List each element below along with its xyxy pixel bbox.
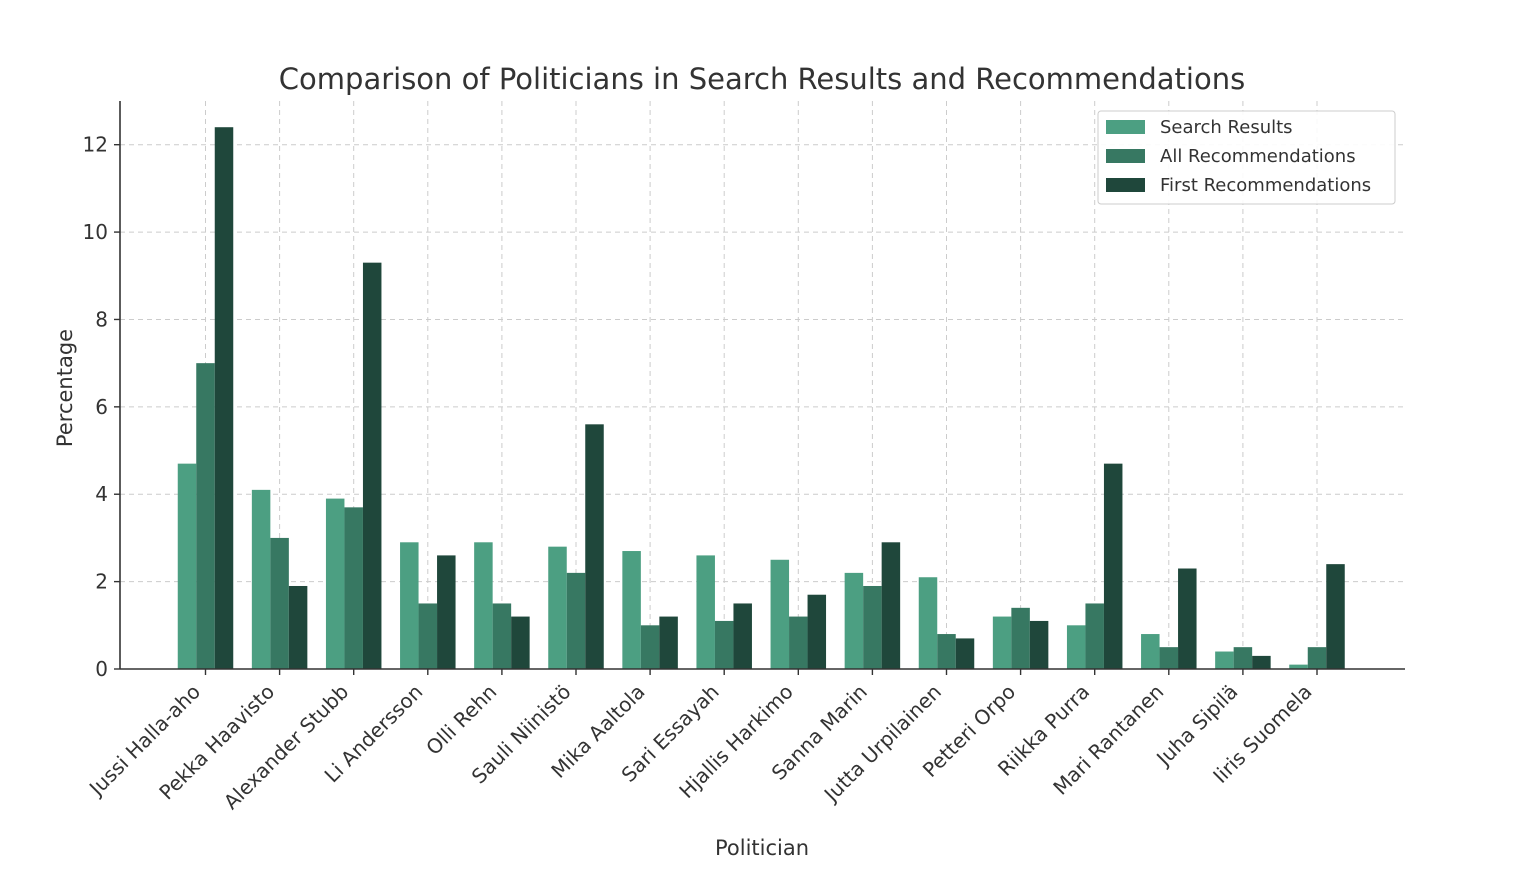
y-tick-label: 8 <box>95 307 108 331</box>
y-tick-labels: 0 2 4 6 8 10 12 <box>83 133 108 681</box>
bar-search-results <box>696 555 715 669</box>
bar-first-recommendations <box>288 585 308 669</box>
bar-search-results <box>400 542 419 669</box>
bar-first-recommendations <box>1326 564 1345 669</box>
bar-search-results <box>1215 651 1234 669</box>
bar-all-recommendations <box>863 585 882 669</box>
axes <box>114 101 1405 675</box>
bar-search-results <box>918 577 938 669</box>
bar-first-recommendations <box>1252 655 1271 669</box>
bar-first-recommendations <box>1103 463 1123 669</box>
bar-first-recommendations <box>511 616 530 669</box>
legend-label: First Recommendations <box>1160 175 1371 196</box>
bar-first-recommendations <box>585 424 604 669</box>
y-tick-label: 6 <box>95 395 108 419</box>
y-tick-label: 12 <box>83 133 108 157</box>
bar-first-recommendations <box>214 127 234 669</box>
bar-all-recommendations <box>1159 647 1179 669</box>
bar-first-recommendations <box>1029 620 1049 669</box>
bar-all-recommendations <box>418 603 438 669</box>
x-axis-label: Politician <box>715 836 809 860</box>
bar-search-results <box>992 616 1012 669</box>
bar-all-recommendations <box>1011 607 1030 669</box>
y-axis-label: Percentage <box>53 329 77 447</box>
chart-title: Comparison of Politicians in Search Resu… <box>279 62 1245 96</box>
bar-all-recommendations <box>566 572 586 669</box>
legend: Search Results All Recommendations First R… <box>1097 110 1396 205</box>
legend-box <box>1097 110 1396 205</box>
bar-search-results <box>1289 664 1308 669</box>
y-tick-label: 10 <box>83 220 108 244</box>
y-tick-label: 4 <box>95 482 108 506</box>
y-tick-label: 0 <box>95 657 108 681</box>
bar-first-recommendations <box>881 542 901 669</box>
bar-first-recommendations <box>733 603 752 669</box>
grid-lines <box>120 101 1405 669</box>
bar-search-results <box>325 498 345 669</box>
bar-all-recommendations <box>714 620 734 669</box>
bar-search-results <box>1066 625 1086 669</box>
bar-first-recommendations <box>437 555 456 669</box>
x-tick-label: Alexander Stubb <box>219 680 353 814</box>
bar-search-results <box>844 572 864 669</box>
legend-label: Search Results <box>1160 117 1293 138</box>
bar-first-recommendations <box>807 594 827 669</box>
bar-search-results <box>622 551 641 669</box>
y-tick-label: 2 <box>95 570 108 594</box>
bar-all-recommendations <box>196 363 215 669</box>
bars <box>177 127 1345 669</box>
legend-swatch <box>1106 120 1145 134</box>
legend-swatch <box>1106 178 1145 192</box>
bar-all-recommendations <box>492 603 512 669</box>
bar-all-recommendations <box>937 634 956 669</box>
bar-all-recommendations <box>640 625 660 669</box>
bar-first-recommendations <box>659 616 678 669</box>
bar-all-recommendations <box>1085 603 1104 669</box>
bar-all-recommendations <box>789 616 808 669</box>
bar-search-results <box>1141 634 1160 669</box>
bar-search-results <box>177 463 197 669</box>
bar-first-recommendations <box>1178 568 1197 669</box>
bar-all-recommendations <box>1233 647 1253 669</box>
bar-all-recommendations <box>270 537 289 669</box>
bar-search-results <box>548 546 567 669</box>
bar-search-results <box>474 542 493 669</box>
bar-first-recommendations <box>362 262 382 669</box>
bar-search-results <box>251 489 271 669</box>
legend-label: All Recommendations <box>1160 146 1356 167</box>
bar-search-results <box>770 559 790 669</box>
legend-swatch <box>1106 149 1145 163</box>
bar-all-recommendations <box>344 507 363 669</box>
bar-all-recommendations <box>1307 647 1327 669</box>
bar-first-recommendations <box>955 638 975 669</box>
